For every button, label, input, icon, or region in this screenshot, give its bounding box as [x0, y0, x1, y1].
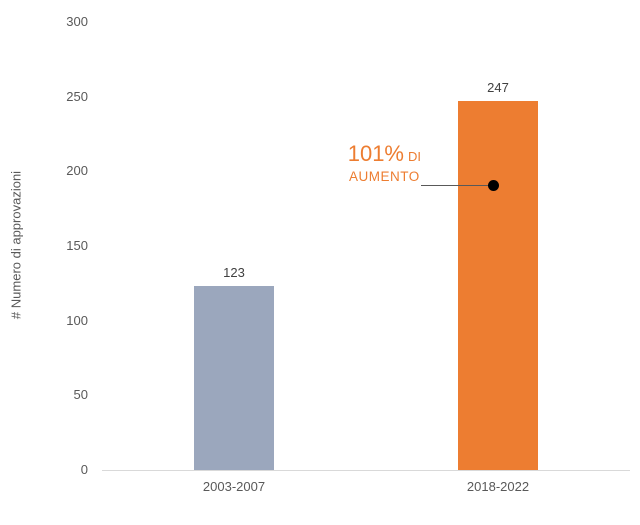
- x-axis-line: [102, 470, 630, 471]
- y-tick-label: 50: [73, 387, 88, 403]
- annotation-percent: 101%: [347, 141, 404, 166]
- bar-value-label: 123: [223, 265, 245, 281]
- annotation-dot-icon: [488, 180, 499, 191]
- x-category-label: 2003-2007: [202, 479, 266, 494]
- annotation-di: DI: [408, 149, 421, 164]
- annotation-leader-line: [421, 185, 489, 186]
- annotation-text: 101% DI AUMENTO: [348, 142, 421, 185]
- y-tick-label: 250: [66, 88, 88, 104]
- y-tick-label: 200: [66, 163, 88, 179]
- x-category-label: 2018-2022: [466, 479, 530, 494]
- y-tick-label: 300: [66, 14, 88, 29]
- bar-2003-2007: [194, 286, 274, 470]
- annotation-line1: 101% DI: [348, 142, 421, 166]
- y-axis-title: # Numero di approvazioni: [8, 170, 24, 320]
- bar-value-label: 247: [487, 80, 509, 96]
- y-tick-label: 0: [80, 462, 88, 477]
- y-tick-label: 100: [66, 312, 88, 328]
- annotation-line2: AUMENTO: [348, 169, 420, 184]
- bar-2018-2022: [458, 101, 538, 470]
- y-tick-label: 150: [66, 238, 88, 253]
